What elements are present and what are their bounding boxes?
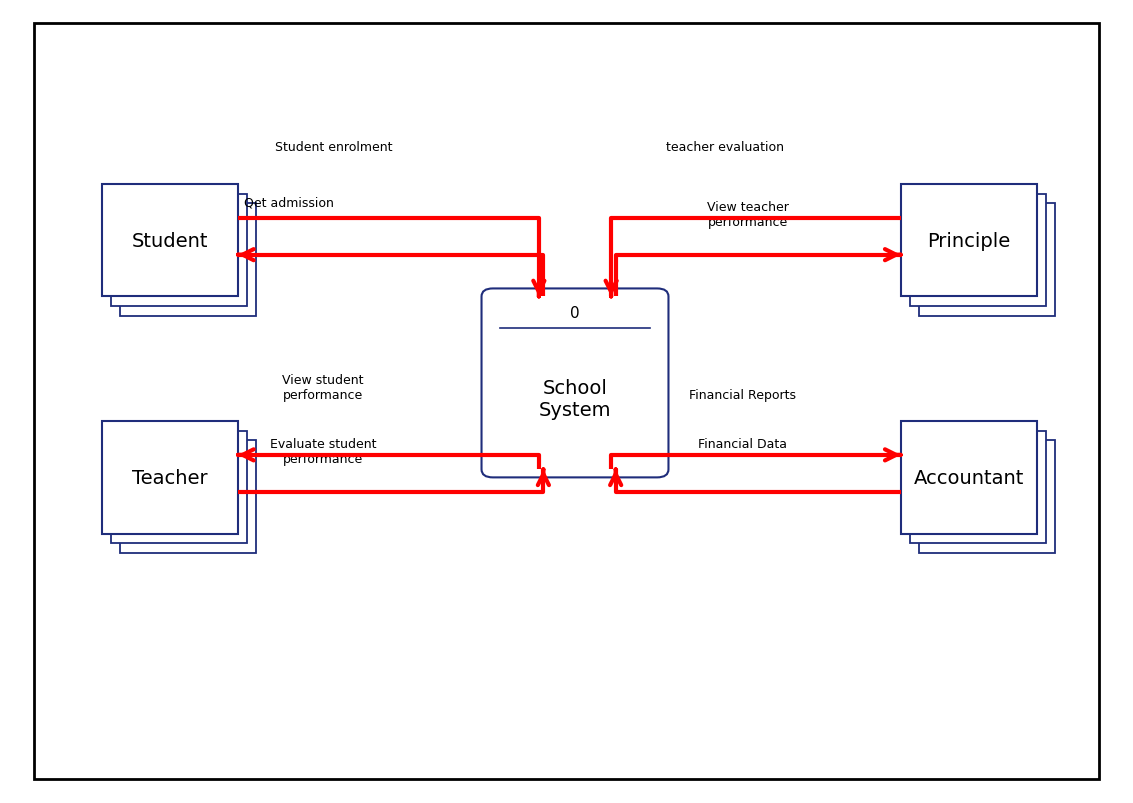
Text: Evaluate student
performance: Evaluate student performance <box>270 438 376 466</box>
Text: 0: 0 <box>570 305 580 320</box>
Bar <box>102 422 238 534</box>
Text: Accountant: Accountant <box>913 468 1024 487</box>
Text: Financial Data: Financial Data <box>698 438 786 450</box>
Text: School
System: School System <box>539 378 611 419</box>
Text: View student
performance: View student performance <box>282 373 364 402</box>
Bar <box>102 185 238 297</box>
Text: Financial Reports: Financial Reports <box>689 389 795 402</box>
Text: teacher evaluation: teacher evaluation <box>666 141 784 154</box>
Bar <box>910 194 1046 307</box>
Bar <box>910 431 1046 544</box>
Bar <box>901 422 1037 534</box>
Bar <box>901 185 1037 297</box>
Bar <box>120 441 256 553</box>
Bar <box>111 431 247 544</box>
Text: Principle: Principle <box>927 231 1011 251</box>
Bar <box>111 194 247 307</box>
Bar <box>120 204 256 316</box>
FancyBboxPatch shape <box>482 289 668 478</box>
Text: Student enrolment: Student enrolment <box>275 141 393 154</box>
Text: Student: Student <box>131 231 208 251</box>
Text: View teacher
performance: View teacher performance <box>707 201 789 229</box>
Bar <box>919 204 1055 316</box>
Text: Teacher: Teacher <box>133 468 207 487</box>
Text: Qet admission: Qet admission <box>244 197 334 210</box>
Bar <box>919 441 1055 553</box>
